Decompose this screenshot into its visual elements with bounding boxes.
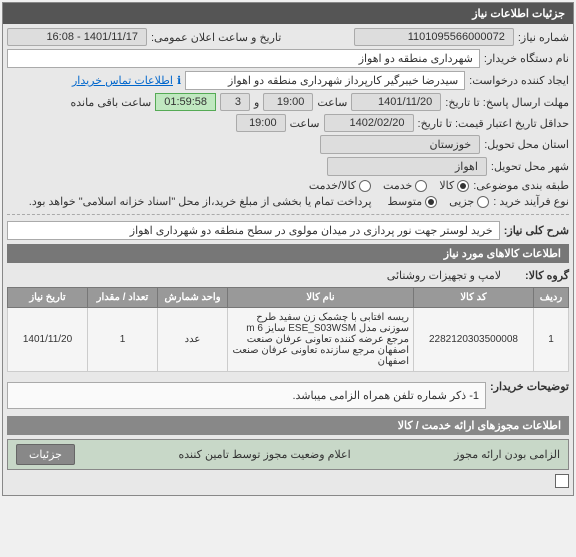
goods-thead: ردیف کد کالا نام کالا واحد شمارش تعداد /… [8, 288, 569, 308]
buytype-radio-group: جزیی متوسط [388, 195, 490, 208]
row-desc: شرح کلی نیاز: خرید لوستر جهت نور پردازی … [7, 221, 569, 240]
row-city: شهر محل تحویل: اهواز [7, 157, 569, 176]
radio-mid-circle [425, 196, 437, 208]
th-5: تاریخ نیاز [8, 288, 88, 308]
valid-label: حداقل تاریخ اعتبار قیمت: تا تاریخ: [418, 117, 569, 130]
need-no-label: شماره نیاز: [518, 31, 569, 44]
province-label: استان محل تحویل: [484, 138, 569, 151]
buyer-value: شهرداری منطقه دو اهواز [7, 49, 480, 68]
radio-low[interactable]: جزیی [449, 195, 489, 208]
buytype-label: نوع فرآیند خرید : [493, 195, 569, 208]
notes-label: توضیحات خریدار: [490, 378, 569, 395]
row-group: گروه کالا: لامپ و تجهیزات روشنائی [7, 267, 569, 284]
radio-mid-label: متوسط [388, 195, 423, 208]
hour-label-1: ساعت [317, 96, 347, 109]
row-buyer: نام دستگاه خریدار: شهرداری منطقه دو اهوا… [7, 49, 569, 68]
td-1: 2282120303500008 [414, 308, 534, 372]
group-label: گروه کالا: [525, 267, 569, 284]
radio-mid[interactable]: متوسط [388, 195, 438, 208]
info-icon: ℹ [177, 74, 181, 87]
footer-section: اطلاعات مجوزهای ارائه خدمت / کالا [7, 416, 569, 435]
buyer-label: نام دستگاه خریدار: [484, 52, 569, 65]
th-2: نام کالا [228, 288, 414, 308]
radio-goods-circle [457, 180, 469, 192]
divider-1 [7, 214, 569, 215]
row-need-no: شماره نیاز: 1101095566000072 تاریخ و ساع… [7, 28, 569, 46]
goods-table: ردیف کد کالا نام کالا واحد شمارش تعداد /… [7, 287, 569, 372]
requester-value: سیدرضا خیبرگیر کارپرداز شهرداری منطقه دو… [185, 71, 465, 90]
buy-note: پرداخت تمام یا بخشی از مبلغ خرید،از محل … [29, 195, 372, 208]
countdown: 01:59:58 [155, 93, 216, 111]
table-row: 1 2282120303500008 ریسه افتابی با چشمک ز… [8, 308, 569, 372]
details-button[interactable]: جزئیات [16, 444, 75, 465]
td-0: 1 [534, 308, 569, 372]
goods-tbody: 1 2282120303500008 ریسه افتابی با چشمک ز… [8, 308, 569, 372]
hour-label-2: ساعت [290, 117, 320, 130]
row-province: استان محل تحویل: خوزستان [7, 135, 569, 154]
checkbox-icon[interactable] [555, 474, 569, 488]
row-buytype: نوع فرآیند خرید : جزیی متوسط پرداخت تمام… [7, 195, 569, 208]
panel-title: جزئیات اطلاعات نیاز [3, 3, 573, 24]
goods-header: اطلاعات کالاهای مورد نیاز [7, 244, 569, 263]
main-panel: جزئیات اطلاعات نیاز شماره نیاز: 11010955… [2, 2, 574, 496]
row-notes: توضیحات خریدار: 1- ذکر شماره تلفن همراه … [7, 378, 569, 413]
th-4: تعداد / مقدار [88, 288, 158, 308]
row-requester: ایجاد کننده درخواست: سیدرضا خیبرگیر کارپ… [7, 71, 569, 90]
th-3: واحد شمارش [158, 288, 228, 308]
radio-gs-label: کالا/خدمت [309, 179, 356, 192]
radio-gs-circle [359, 180, 371, 192]
row-deadline: مهلت ارسال پاسخ: تا تاریخ: 1401/11/20 سا… [7, 93, 569, 111]
radio-goods-service[interactable]: کالا/خدمت [309, 179, 371, 192]
deadline-min: 3 [220, 93, 250, 111]
goods-header-row: ردیف کد کالا نام کالا واحد شمارش تعداد /… [8, 288, 569, 308]
requester-label: ایجاد کننده درخواست: [469, 74, 569, 87]
notes-text: 1- ذکر شماره تلفن همراه الزامی میباشد. [7, 382, 486, 409]
class-radio-group: کالا خدمت کالا/خدمت [309, 179, 469, 192]
need-no-value: 1101095566000072 [354, 28, 514, 46]
td-3: عدد [158, 308, 228, 372]
desc-title: شرح کلی نیاز: [504, 222, 569, 239]
td-2: ریسه افتابی با چشمک زن سفید طرح سوزنی مد… [228, 308, 414, 372]
remain-label: ساعت باقی مانده [70, 96, 151, 109]
row-checkbox [7, 474, 569, 488]
deadline-label: مهلت ارسال پاسخ: تا تاریخ: [445, 96, 569, 109]
radio-goods-label: کالا [439, 179, 454, 192]
footer-left: اعلام وضعیت مجوز توسط تامین کننده [178, 448, 350, 461]
province-value: خوزستان [320, 135, 480, 154]
td-4: 1 [88, 308, 158, 372]
radio-service[interactable]: خدمت [383, 179, 427, 192]
panel-body: شماره نیاز: 1101095566000072 تاریخ و ساع… [3, 24, 573, 495]
deadline-date: 1401/11/20 [351, 93, 441, 111]
city-value: اهواز [327, 157, 487, 176]
radio-low-circle [477, 196, 489, 208]
radio-service-label: خدمت [383, 179, 412, 192]
announce-label: تاریخ و ساعت اعلان عمومی: [151, 31, 281, 44]
and-label: و [254, 96, 259, 109]
row-classification: طبقه بندی موضوعی: کالا خدمت کالا/خدمت [7, 179, 569, 192]
desc-text: خرید لوستر جهت نور پردازی در میدان مولوی… [7, 221, 500, 240]
class-label: طبقه بندی موضوعی: [473, 179, 569, 192]
valid-date: 1402/02/20 [324, 114, 414, 132]
td-5: 1401/11/20 [8, 308, 88, 372]
bottom-bar: الزامی بودن ارائه مجوز اعلام وضعیت مجوز … [7, 439, 569, 470]
radio-goods[interactable]: کالا [439, 179, 469, 192]
group-value: لامپ و تجهیزات روشنائی [387, 269, 501, 282]
th-1: کد کالا [414, 288, 534, 308]
valid-hour: 19:00 [236, 114, 286, 132]
row-valid: حداقل تاریخ اعتبار قیمت: تا تاریخ: 1402/… [7, 114, 569, 132]
th-0: ردیف [534, 288, 569, 308]
announce-value: 1401/11/17 - 16:08 [7, 28, 147, 46]
contact-link[interactable]: اطلاعات تماس خریدار [72, 74, 173, 87]
city-label: شهر محل تحویل: [491, 160, 569, 173]
deadline-hour: 19:00 [263, 93, 313, 111]
radio-service-circle [415, 180, 427, 192]
radio-low-label: جزیی [449, 195, 474, 208]
footer-right: الزامی بودن ارائه مجوز [454, 448, 560, 461]
